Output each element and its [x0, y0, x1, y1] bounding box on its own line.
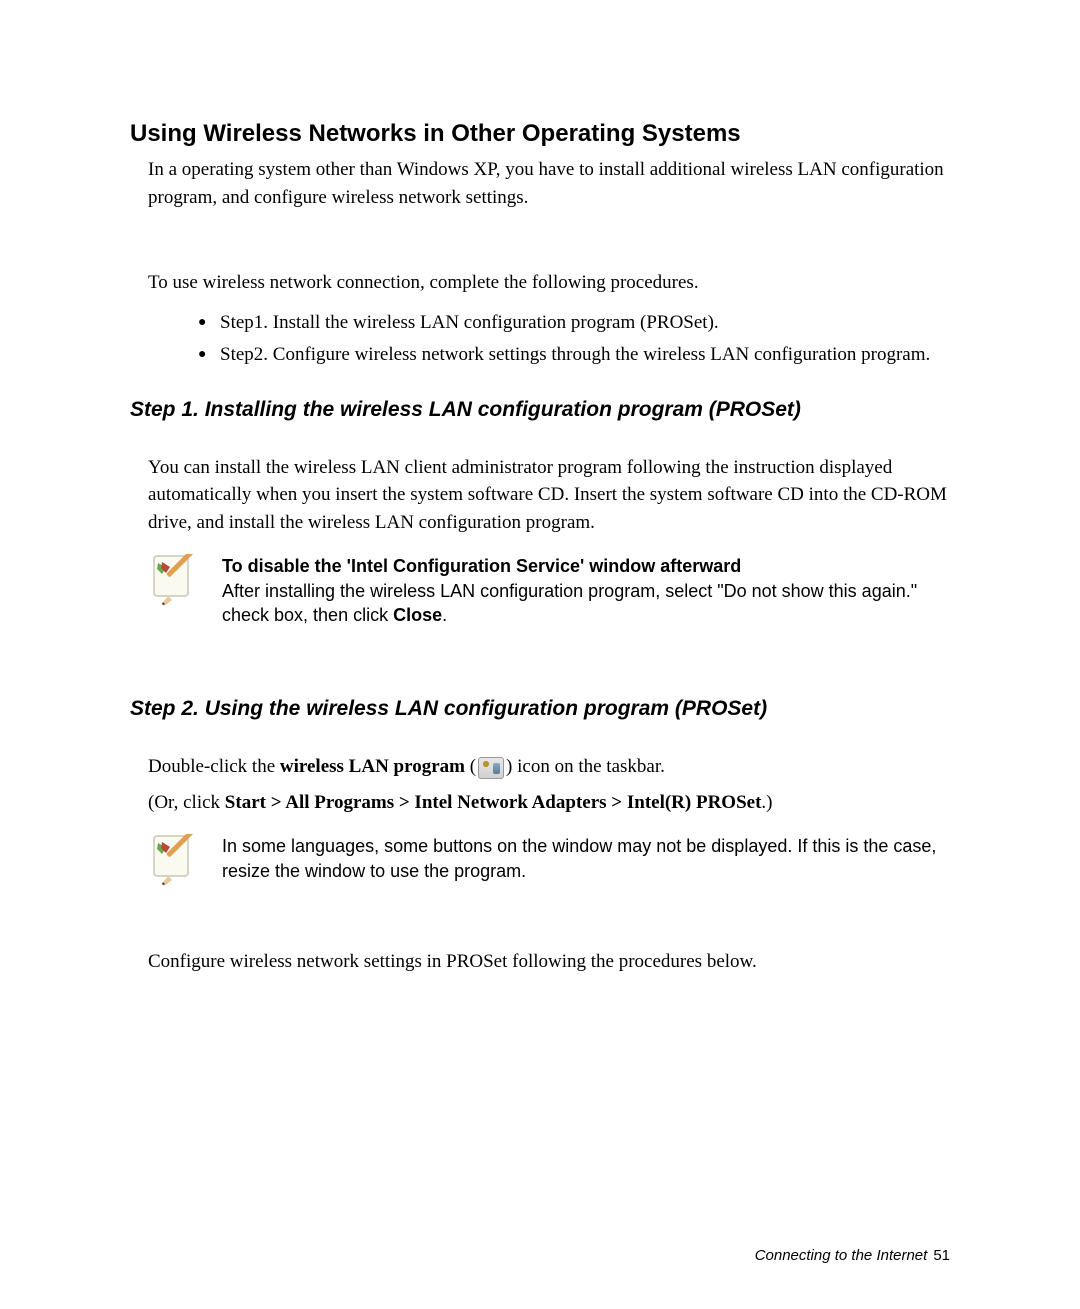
section-heading: Using Wireless Networks in Other Operati… [130, 120, 950, 148]
note-body-part-c: . [442, 605, 447, 625]
note-body-bold: Close [393, 605, 442, 625]
step2-line2-b: Start > All Programs > Intel Network Ada… [225, 792, 762, 813]
step1-body: You can install the wireless LAN client … [148, 454, 950, 537]
list-item: Step1. Install the wireless LAN configur… [198, 309, 950, 338]
note-block-2: In some languages, some buttons on the w… [148, 834, 950, 892]
note-text-2: In some languages, some buttons on the w… [222, 834, 950, 883]
step2-line1-c: ( [465, 756, 476, 777]
step2-line1-d: ) icon on the taskbar. [506, 756, 665, 777]
intro-paragraph-1: In a operating system other than Windows… [148, 156, 950, 211]
step2-line1-a: Double-click the [148, 756, 280, 777]
wireless-lan-program-icon [478, 757, 504, 779]
step1-heading: Step 1. Installing the wireless LAN conf… [130, 398, 950, 422]
list-item: Step2. Configure wireless network settin… [198, 341, 950, 370]
note-body-part-a: After installing the wireless LAN config… [222, 581, 917, 625]
step2-line2: (Or, click Start > All Programs > Intel … [148, 789, 950, 817]
page-footer: Connecting to the Internet 51 [755, 1247, 950, 1264]
step2-body2: Configure wireless network settings in P… [148, 948, 950, 976]
note-pencil-icon [148, 834, 206, 892]
note-title: To disable the 'Intel Configuration Serv… [222, 556, 741, 576]
step2-line1-b: wireless LAN program [280, 756, 465, 777]
step2-heading: Step 2. Using the wireless LAN configura… [130, 697, 950, 721]
procedure-list: Step1. Install the wireless LAN configur… [198, 309, 950, 370]
step2-line2-a: (Or, click [148, 792, 225, 813]
page-number: 51 [933, 1247, 950, 1264]
footer-label: Connecting to the Internet [755, 1247, 928, 1264]
step2-line2-c: .) [761, 792, 772, 813]
note-text-1: To disable the 'Intel Configuration Serv… [222, 554, 950, 627]
step2-line1: Double-click the wireless LAN program ()… [148, 753, 950, 781]
intro-paragraph-2: To use wireless network connection, comp… [148, 269, 950, 297]
note-block-1: To disable the 'Intel Configuration Serv… [148, 554, 950, 627]
note-pencil-icon [148, 554, 206, 612]
